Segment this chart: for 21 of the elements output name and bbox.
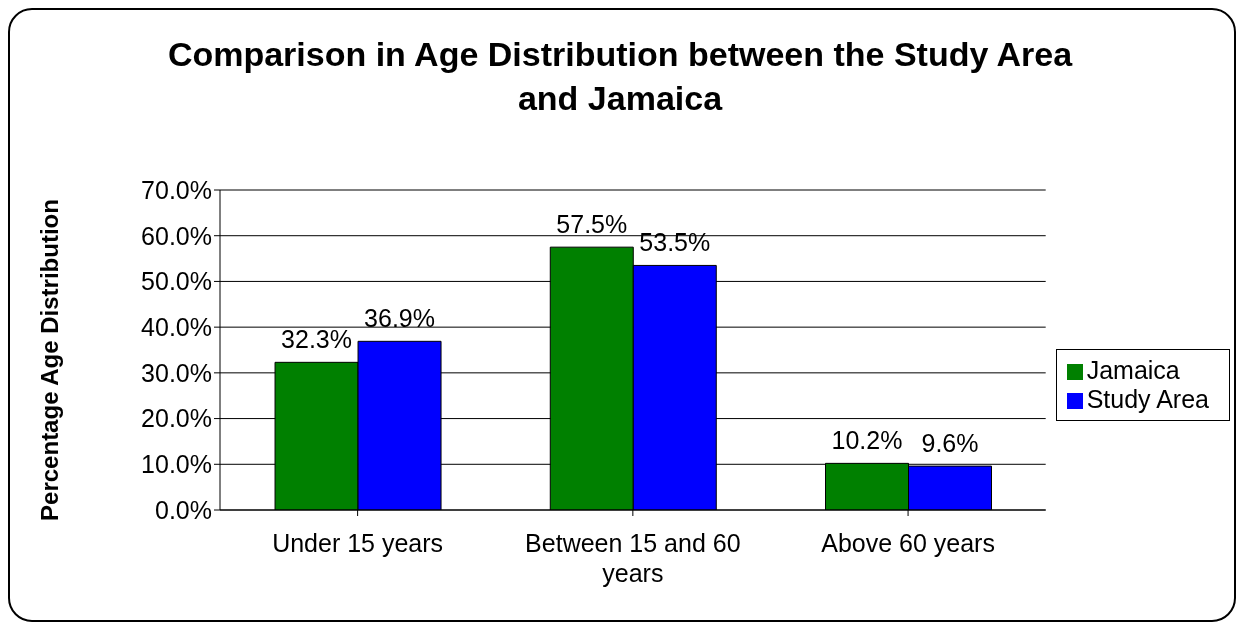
data-label: 32.3% (281, 325, 352, 354)
y-axis-title: Percentage Age Distribution (36, 199, 64, 521)
y-tick-label: 30.0% (141, 358, 212, 387)
data-label: 9.6% (921, 429, 979, 458)
x-tick-label: Above 60 years (821, 529, 995, 557)
y-tick-label: 50.0% (141, 267, 212, 296)
y-tick-label: 40.0% (141, 313, 212, 342)
y-tick-label: 60.0% (141, 221, 212, 250)
y-tick-label: 10.0% (141, 450, 212, 479)
y-tick-label: 0.0% (155, 495, 212, 524)
legend-label: Study Area (1086, 385, 1209, 413)
data-label: 57.5% (556, 210, 628, 239)
x-tick-label: Between 15 and 60 years (525, 529, 741, 587)
x-tick-label: Under 15 years (272, 529, 444, 557)
chart-title: Comparison in Age Distribution between the Study Area and Jamaica (166, 34, 1074, 119)
y-tick-label: 20.0% (141, 404, 212, 433)
legend-label: Jamaica (1086, 356, 1180, 384)
data-label: 10.2% (831, 426, 903, 455)
data-label: 36.9% (364, 304, 435, 333)
data-label: 53.5% (639, 228, 711, 257)
y-tick-label: 70.0% (141, 175, 212, 204)
